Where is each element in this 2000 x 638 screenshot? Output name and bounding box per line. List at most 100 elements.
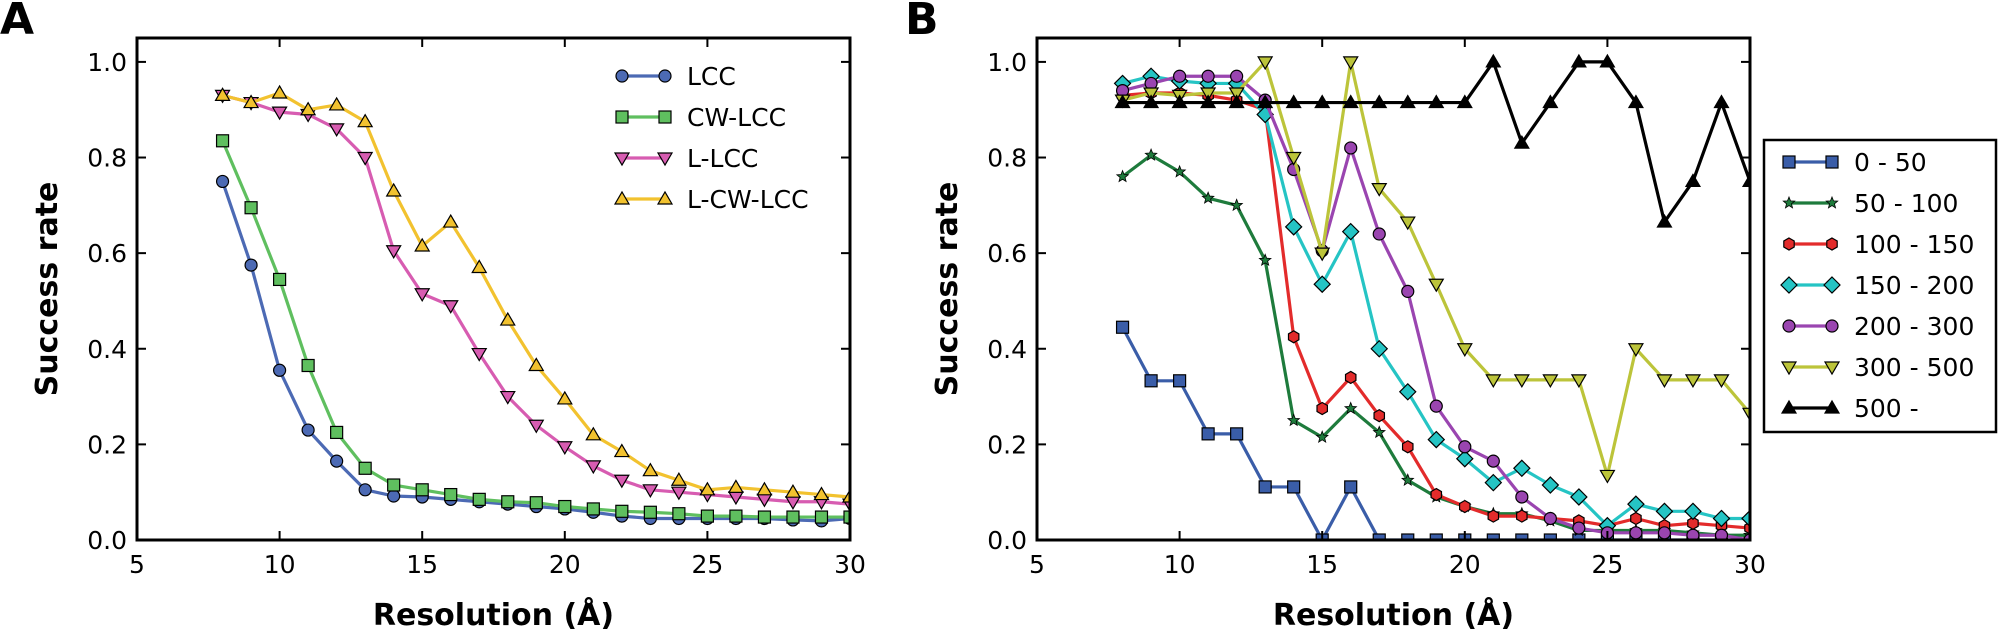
data-point <box>615 504 629 518</box>
y-tick-label: 0.0 <box>87 526 127 555</box>
series-l-lcc <box>214 89 850 513</box>
data-point <box>330 454 344 468</box>
data-point <box>385 182 402 197</box>
data-point <box>1515 490 1529 504</box>
data-point <box>1230 427 1244 441</box>
data-point <box>843 510 850 524</box>
data-point <box>1512 459 1531 478</box>
data-point <box>586 502 600 516</box>
data-point <box>1258 253 1272 267</box>
data-point <box>643 505 657 519</box>
y-tick-label: 0.4 <box>987 335 1027 364</box>
data-point <box>1372 425 1386 439</box>
legend-marker <box>615 110 629 124</box>
legend-label: 500 - <box>1854 394 1919 423</box>
data-point <box>1284 217 1303 236</box>
data-point <box>1172 374 1187 388</box>
data-point <box>1713 374 1730 389</box>
series-500- <box>1114 53 1750 228</box>
data-point <box>1372 227 1386 241</box>
data-point <box>1201 191 1215 204</box>
y-tick-label: 1.0 <box>87 48 127 77</box>
data-point <box>841 488 850 503</box>
legend-marker <box>656 152 674 167</box>
data-point <box>1570 374 1587 389</box>
data-point <box>1599 53 1616 68</box>
legend-entry: 150 - 200 <box>1780 271 1974 300</box>
data-point <box>1741 407 1750 422</box>
data-point <box>585 426 602 441</box>
data-point <box>1656 213 1673 228</box>
data-point <box>1314 247 1331 262</box>
x-tick-label: 30 <box>1734 550 1766 579</box>
data-point <box>1515 533 1529 540</box>
data-point <box>330 425 344 440</box>
data-point <box>1114 94 1131 109</box>
data-point <box>385 245 402 259</box>
data-point <box>556 390 573 405</box>
data-point <box>471 347 488 362</box>
x-tick-label: 10 <box>264 550 296 579</box>
data-point <box>1656 374 1673 389</box>
y-tick-label: 0.2 <box>987 430 1027 459</box>
legend-marker <box>1782 155 1796 169</box>
legend-marker <box>1782 195 1796 209</box>
data-point <box>1343 401 1358 415</box>
x-tick-label: 25 <box>1591 550 1623 579</box>
legend-marker <box>1826 237 1838 251</box>
data-point <box>1230 69 1244 83</box>
legend-marker <box>1825 155 1839 169</box>
data-point <box>1430 487 1443 502</box>
y-axis-title: Success rate <box>930 182 965 397</box>
legend-entry: L-CW-LCC <box>613 185 809 214</box>
x-tick-label: 15 <box>406 550 438 579</box>
data-point <box>1371 183 1388 197</box>
data-point <box>415 483 429 497</box>
data-point <box>1629 526 1643 540</box>
series-cw-lcc <box>215 134 850 524</box>
data-point <box>1401 440 1414 454</box>
legend-marker <box>613 152 631 167</box>
data-point <box>786 510 800 524</box>
data-point <box>1542 94 1559 109</box>
legend-marker <box>1823 399 1841 414</box>
x-tick-label: 25 <box>691 550 723 579</box>
data-point <box>444 487 458 502</box>
data-point <box>613 443 630 458</box>
data-point <box>1287 330 1300 344</box>
data-point <box>1455 449 1474 468</box>
y-tick-label: 0.8 <box>87 144 127 173</box>
data-point <box>1200 94 1217 109</box>
data-point <box>1229 198 1244 212</box>
data-point <box>1428 94 1445 109</box>
data-point <box>670 486 687 501</box>
data-point <box>271 106 288 121</box>
legend-label: 100 - 150 <box>1854 230 1974 259</box>
series-lcc <box>215 174 850 528</box>
data-point <box>784 483 802 498</box>
data-point <box>1429 399 1443 413</box>
legend-marker <box>615 69 629 83</box>
legend-entry: CW-LCC <box>615 103 786 132</box>
x-axis-title: Resolution (Å) <box>1273 596 1514 633</box>
data-point <box>1570 53 1587 68</box>
plot-frame <box>1035 36 1752 542</box>
data-point <box>1684 173 1702 188</box>
series-line <box>221 180 850 523</box>
data-point <box>414 288 431 302</box>
data-point <box>670 472 687 486</box>
data-point <box>243 94 260 109</box>
data-point <box>1144 374 1158 388</box>
data-point <box>1486 533 1500 540</box>
data-point <box>1315 430 1329 443</box>
data-point <box>215 174 230 189</box>
data-point <box>1341 222 1360 241</box>
data-point <box>1543 511 1557 526</box>
data-point <box>1201 427 1215 441</box>
x-tick-label: 15 <box>1306 550 1338 579</box>
legend-marker <box>1780 276 1798 294</box>
data-point <box>1542 374 1559 389</box>
data-point <box>1428 278 1445 293</box>
series-line <box>1122 74 1750 540</box>
data-point <box>1371 94 1388 109</box>
